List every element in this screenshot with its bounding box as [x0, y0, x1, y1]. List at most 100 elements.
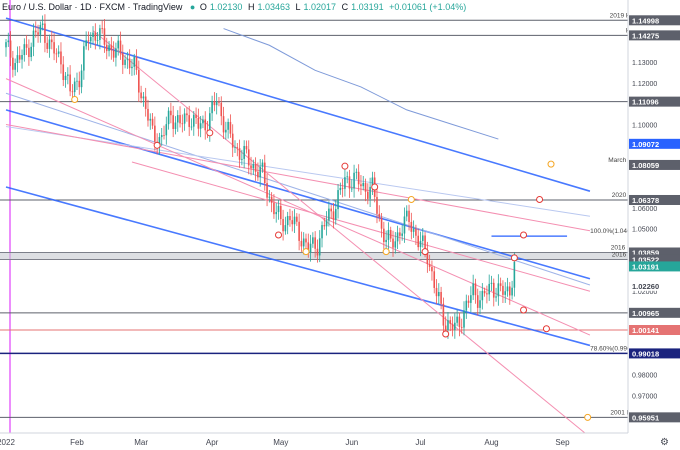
candle-body[interactable] [231, 133, 234, 148]
candle-body[interactable] [392, 238, 394, 248]
candle-body[interactable] [440, 291, 442, 304]
candle-body[interactable] [250, 165, 252, 169]
pivot-marker[interactable] [547, 160, 555, 168]
candle-body[interactable] [293, 216, 296, 225]
candle-body[interactable] [419, 240, 422, 248]
candle-body[interactable] [105, 44, 108, 52]
candle-body[interactable] [270, 196, 273, 203]
candle-body[interactable] [64, 75, 67, 81]
candle-body[interactable] [467, 300, 470, 303]
candle-body[interactable] [339, 187, 342, 191]
candle-body[interactable] [499, 283, 502, 286]
candle-body[interactable] [426, 249, 429, 265]
pivot-marker[interactable] [407, 196, 415, 204]
candle-body[interactable] [41, 23, 44, 25]
candle-body[interactable] [334, 209, 337, 220]
candle-body[interactable] [403, 216, 406, 234]
candle-body[interactable] [183, 113, 186, 124]
candle-body[interactable] [62, 64, 65, 81]
candle-body[interactable] [165, 124, 168, 136]
candle-body[interactable] [353, 172, 355, 189]
candle-body[interactable] [179, 115, 181, 124]
candle-body[interactable] [257, 171, 259, 178]
candle-body[interactable] [167, 110, 170, 125]
candle-body[interactable] [371, 177, 374, 187]
trendline-light-blue[interactable] [5, 92, 591, 286]
candle-body[interactable] [131, 66, 133, 69]
candle-body[interactable] [192, 114, 195, 127]
candle-body[interactable] [44, 23, 46, 43]
candle-body[interactable] [225, 129, 227, 133]
candle-body[interactable] [346, 176, 349, 178]
candle-body[interactable] [483, 290, 486, 294]
candle-body[interactable] [204, 119, 207, 131]
candle-body[interactable] [247, 149, 250, 166]
candle-body[interactable] [300, 240, 303, 247]
candle-body[interactable] [158, 137, 161, 148]
candle-body[interactable] [330, 208, 332, 212]
candle-body[interactable] [245, 146, 248, 150]
candle-body[interactable] [154, 125, 156, 142]
candle-body[interactable] [147, 108, 149, 121]
candle-body[interactable] [394, 241, 397, 248]
candle-body[interactable] [128, 58, 131, 69]
candle-body[interactable] [495, 296, 497, 298]
pivot-marker[interactable] [153, 141, 161, 149]
candle-body[interactable] [101, 28, 103, 30]
candle-body[interactable] [458, 316, 461, 327]
candle-body[interactable] [71, 91, 74, 93]
candle-body[interactable] [117, 40, 120, 49]
pivot-marker[interactable] [520, 231, 528, 239]
pivot-marker[interactable] [275, 231, 283, 239]
candle-body[interactable] [472, 283, 474, 296]
candle-body[interactable] [12, 57, 14, 70]
candle-body[interactable] [465, 300, 468, 311]
candle-body[interactable] [438, 291, 440, 297]
candle-body[interactable] [431, 266, 433, 272]
candle-body[interactable] [348, 176, 351, 189]
candle-body[interactable] [481, 290, 484, 301]
candle-body[interactable] [135, 57, 138, 70]
candle-body[interactable] [474, 283, 477, 296]
candle-body[interactable] [37, 32, 39, 35]
candle-body[interactable] [277, 205, 280, 213]
candle-body[interactable] [312, 237, 314, 244]
trendline-blue[interactable] [5, 109, 591, 280]
candle-body[interactable] [428, 264, 431, 267]
trendline-blue[interactable] [5, 17, 591, 192]
candle-body[interactable] [144, 96, 147, 109]
candle-body[interactable] [151, 118, 154, 126]
candle-body[interactable] [318, 238, 321, 256]
candle-body[interactable] [87, 40, 90, 42]
candle-body[interactable] [305, 238, 307, 243]
candle-body[interactable] [405, 210, 408, 217]
candle-body[interactable] [241, 158, 243, 160]
candle-body[interactable] [385, 239, 387, 243]
pivot-marker[interactable] [71, 95, 79, 103]
candle-body[interactable] [254, 164, 257, 172]
candle-body[interactable] [222, 116, 225, 133]
candle-body[interactable] [110, 45, 113, 51]
pivot-marker[interactable] [442, 330, 450, 338]
candle-body[interactable] [369, 186, 371, 199]
candle-body[interactable] [376, 196, 378, 214]
candle-body[interactable] [284, 225, 287, 232]
candle-body[interactable] [323, 225, 326, 227]
candle-body[interactable] [344, 177, 346, 189]
pivot-marker[interactable] [206, 129, 214, 137]
candle-body[interactable] [454, 322, 456, 330]
candle-body[interactable] [229, 121, 232, 134]
candle-body[interactable] [39, 24, 42, 35]
candle-body[interactable] [133, 57, 136, 67]
candle-body[interactable] [218, 101, 220, 103]
candle-body[interactable] [25, 44, 28, 48]
candle-body[interactable] [234, 147, 236, 149]
candle-body[interactable] [73, 81, 76, 93]
candle-body[interactable] [486, 293, 488, 295]
candle-body[interactable] [213, 101, 216, 106]
candle-body[interactable] [60, 51, 62, 65]
candle-body[interactable] [163, 135, 165, 136]
candle-body[interactable] [46, 42, 49, 49]
candle-body[interactable] [470, 295, 472, 303]
candle-body[interactable] [509, 286, 511, 296]
